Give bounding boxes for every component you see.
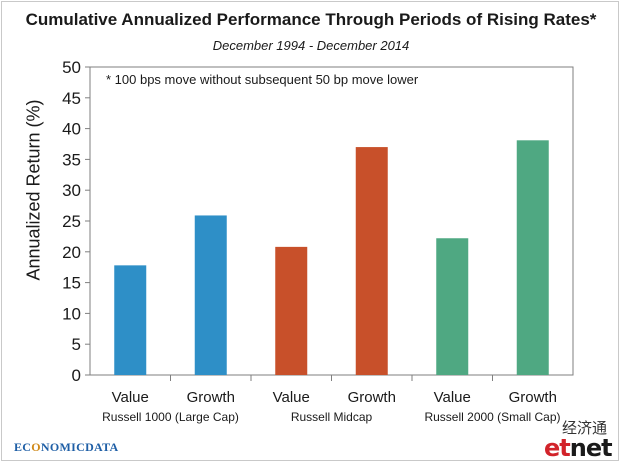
plot-area	[89, 66, 574, 376]
chart-title: Cumulative Annualized Performance Throug…	[25, 10, 597, 29]
y-tick-label: 25	[62, 212, 81, 231]
etnet-logo-chinese: 经济通	[562, 419, 608, 437]
y-tick-label: 15	[62, 274, 81, 293]
etnet-logo: etnet	[544, 434, 613, 462]
chart-subtitle: December 1994 - December 2014	[212, 38, 410, 53]
y-tick-label: 10	[62, 304, 81, 323]
bar	[114, 265, 147, 375]
bar	[516, 140, 549, 375]
y-tick-label: 35	[62, 150, 81, 169]
y-tick-label: 40	[62, 120, 81, 139]
y-tick-label: 45	[62, 89, 81, 108]
y-tick-label: 30	[62, 181, 81, 200]
logo-text-post: NOMICDATA	[40, 440, 119, 454]
bar	[194, 215, 227, 375]
x-tick-label: Value	[434, 389, 471, 406]
logo-text-pre: EC	[14, 440, 32, 454]
bar	[275, 246, 308, 375]
etnet-logo-rest: net	[569, 434, 613, 462]
x-tick-label: Value	[273, 389, 310, 406]
group-label: Russell 1000 (Large Cap)	[102, 410, 239, 424]
bar	[436, 238, 469, 375]
chart-annotation: * 100 bps move without subsequent 50 bp …	[106, 72, 419, 87]
etnet-logo-accent: et	[544, 434, 571, 462]
y-tick-label: 20	[62, 243, 81, 262]
x-tick-label: Growth	[348, 389, 396, 406]
x-tick-label: Growth	[187, 389, 235, 406]
economicdata-logo: ECONOMICDATA	[14, 440, 119, 455]
y-tick-label: 5	[72, 335, 81, 354]
group-label: Russell Midcap	[291, 410, 373, 424]
y-tick-label: 50	[62, 58, 81, 77]
y-tick-label: 0	[72, 366, 81, 385]
x-tick-label: Growth	[509, 389, 557, 406]
x-tick-label: Value	[112, 389, 149, 406]
group-label: Russell 2000 (Small Cap)	[424, 410, 560, 424]
bar	[355, 147, 388, 375]
logo-text-accent: O	[31, 440, 41, 454]
